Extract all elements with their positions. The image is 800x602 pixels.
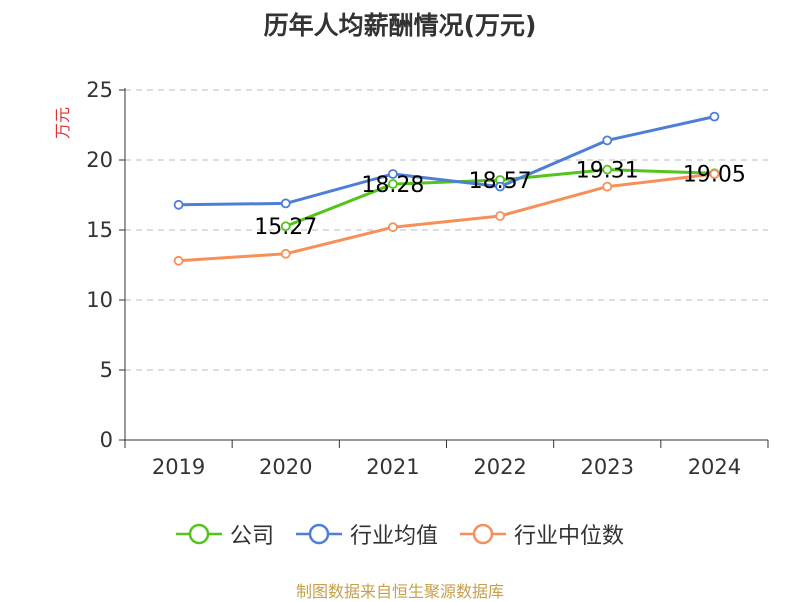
- legend-label-industry-median: 行业中位数: [514, 524, 625, 549]
- y-axis-label: 万元: [53, 107, 72, 139]
- legend-marker-company: [175, 523, 222, 545]
- data-point: [388, 222, 398, 233]
- legend-item-industry-median[interactable]: 行业中位数: [460, 518, 624, 550]
- data-labels: 15.27 18.28 18.57 19.31 19.05: [254, 159, 746, 241]
- x-tick-label: 2023: [581, 455, 634, 479]
- data-point: [602, 181, 613, 192]
- x-tick-label: 2024: [688, 455, 741, 479]
- data-label: 18.28: [361, 173, 424, 198]
- y-tick-label: 20: [86, 148, 113, 172]
- data-point: [280, 248, 291, 259]
- source-note: 制图数据来自恒生聚源数据库: [295, 582, 504, 601]
- x-tick-label: 2019: [152, 455, 205, 479]
- data-label: 19.31: [576, 159, 639, 184]
- x-tick-label: 2022: [473, 455, 526, 479]
- legend-item-industry-mean[interactable]: 行业均值: [295, 518, 438, 550]
- gridlines: [125, 89, 768, 371]
- data-label: 15.27: [254, 215, 317, 240]
- data-point: [602, 135, 613, 146]
- data-point: [709, 169, 720, 179]
- y-tick-label: 15: [86, 218, 113, 242]
- data-point: [280, 221, 291, 232]
- legend-item-company[interactable]: 公司: [175, 518, 274, 550]
- data-point: [388, 169, 398, 179]
- legend-label-company: 公司: [229, 524, 274, 549]
- data-point: [602, 164, 613, 175]
- data-label: 19.05: [683, 162, 746, 187]
- y-tick-label: 25: [86, 78, 113, 102]
- axes: 0 5 10 15 20 25 2019 2020 2021 2022 2023 2024 万元: [53, 78, 769, 479]
- data-point: [709, 111, 720, 122]
- chart-title: 历年人均薪酬情况(万元): [263, 11, 537, 40]
- series-line-2: [178, 172, 715, 263]
- data-point: [173, 199, 184, 210]
- data-point: [173, 255, 184, 266]
- y-tick-label: 0: [100, 428, 113, 452]
- data-point: [495, 181, 505, 192]
- legend-marker-industry-mean: [295, 523, 342, 545]
- data-point: [280, 198, 291, 209]
- x-tick-label: 2020: [259, 455, 312, 479]
- data-point: [495, 211, 505, 221]
- legend-marker-industry-median: [460, 523, 506, 545]
- y-tick-label: 10: [86, 288, 113, 312]
- x-tick-label: 2021: [366, 455, 419, 479]
- series-line-1: [178, 115, 715, 207]
- data-point: [388, 179, 398, 189]
- legend: 公司 行业均值 行业中位数: [0, 518, 800, 550]
- legend-label-industry-mean: 行业均值: [349, 524, 438, 549]
- series-lines: [173, 111, 720, 266]
- y-tick-label: 5: [100, 358, 113, 382]
- data-label: 18.57: [469, 169, 532, 194]
